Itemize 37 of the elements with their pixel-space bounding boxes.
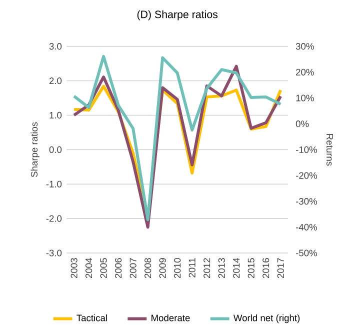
y-axis-title: Sharpe ratios bbox=[30, 122, 40, 178]
y-tick-label: -2.0 bbox=[46, 215, 62, 222]
legend-label: Tactical bbox=[76, 314, 107, 322]
y2-tick-label: -20% bbox=[296, 172, 318, 179]
x-tick-label: 2017 bbox=[277, 258, 284, 278]
x-tick-label: 2011 bbox=[188, 258, 196, 278]
y2-tick-label: 20% bbox=[296, 68, 314, 76]
x-tick-label: 2004 bbox=[86, 258, 92, 278]
y2-tick-label: -10% bbox=[296, 146, 318, 153]
y2-axis-title: Returns bbox=[326, 134, 334, 166]
y-tick-label: -1.0 bbox=[46, 180, 62, 188]
y-tick-label: 2.0 bbox=[49, 77, 62, 84]
y-tick-label: 1.0 bbox=[50, 112, 62, 119]
x-tick-label: 2013 bbox=[218, 258, 225, 278]
x-tick-label: 2009 bbox=[159, 258, 166, 278]
x-tick-label: 2014 bbox=[233, 258, 240, 278]
y2-tick-label: -50% bbox=[296, 250, 318, 256]
legend-label: World net (right) bbox=[233, 314, 300, 324]
y-tick-label: -3.0 bbox=[46, 250, 62, 256]
x-tick-label: 2007 bbox=[130, 258, 136, 278]
legend-label: Moderate bbox=[152, 314, 190, 322]
x-tick-label: 2003 bbox=[70, 258, 78, 278]
x-tick-label: 2005 bbox=[100, 258, 107, 278]
y-tick-label: 0.0 bbox=[49, 146, 62, 153]
y2-tick-label: 30% bbox=[296, 43, 314, 50]
chart-title: (D) Sharpe ratios bbox=[137, 10, 218, 20]
y2-tick-label: -30% bbox=[296, 198, 318, 205]
y-tick-label: 3.0 bbox=[49, 43, 62, 50]
x-tick-label: 2010 bbox=[174, 258, 181, 278]
x-tick-label: 2006 bbox=[115, 258, 122, 278]
x-tick-label: 2008 bbox=[144, 258, 152, 278]
x-tick-label: 2015 bbox=[248, 258, 254, 278]
y2-tick-label: 0% bbox=[296, 120, 309, 128]
y2-tick-label: 10% bbox=[296, 94, 314, 102]
x-tick-label: 2012 bbox=[204, 258, 210, 278]
y2-tick-label: -40% bbox=[296, 224, 318, 230]
x-tick-label: 2016 bbox=[262, 258, 270, 278]
